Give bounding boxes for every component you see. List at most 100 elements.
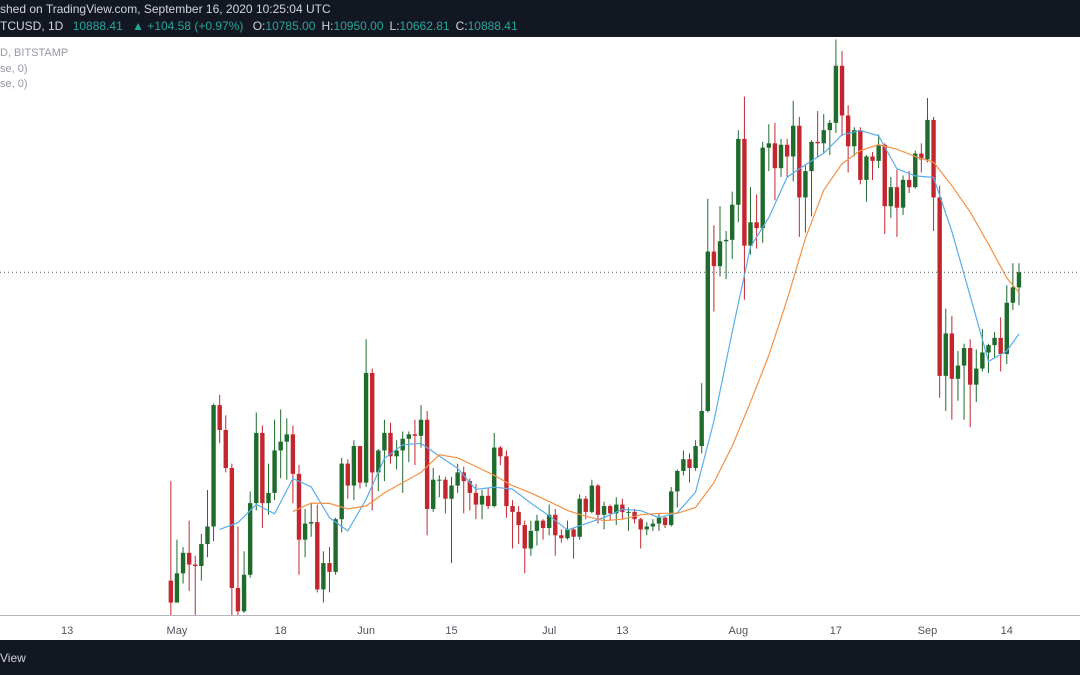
candle-body	[516, 511, 521, 526]
candle-body	[217, 405, 222, 430]
x-tick-label: Sep	[918, 625, 938, 637]
candle-body	[577, 498, 582, 537]
symbol: TCUSD, 1D	[0, 19, 64, 33]
candle-body	[431, 479, 436, 509]
x-tick-label: Aug	[729, 625, 749, 637]
published-line: shed on TradingView.com, September 16, 2…	[0, 2, 331, 16]
candle-body	[760, 147, 765, 229]
candle-body	[260, 432, 265, 504]
candle-body	[650, 523, 656, 527]
candle-body	[730, 204, 735, 240]
moving-average-line	[219, 129, 1020, 532]
x-tick-label: 17	[830, 625, 842, 637]
candle-body	[754, 222, 759, 229]
candle-body	[809, 141, 814, 172]
candle-body	[644, 526, 649, 530]
candle-body	[906, 179, 912, 188]
candle-body	[791, 125, 796, 157]
candle-body	[797, 125, 802, 198]
candle-body	[241, 574, 247, 612]
candle-body	[388, 432, 393, 457]
candle-body	[986, 345, 991, 353]
candle-body	[632, 511, 637, 520]
candle-body	[370, 372, 375, 473]
chart: D, BITSTAMP 13 May 18 Jun 15 Jul 13 Aug 17 Sep 14 s…	[0, 39, 1080, 637]
candle-body	[467, 481, 473, 493]
candle-body	[589, 485, 595, 512]
candle-body	[888, 187, 894, 207]
candle-body	[705, 251, 710, 411]
candle-body	[211, 405, 216, 527]
candle-body	[376, 450, 381, 473]
candle-body	[833, 65, 839, 123]
candle-body	[784, 144, 790, 157]
footer-bar: View	[0, 640, 1080, 675]
candle-body	[742, 138, 747, 246]
x-tick-label: 13	[61, 625, 73, 637]
candle-body	[406, 434, 412, 439]
candle-body	[345, 463, 350, 486]
candle-body	[583, 498, 588, 512]
candle-body	[925, 119, 930, 160]
candle-body	[321, 563, 326, 590]
candle-body	[955, 365, 961, 379]
candle-body	[528, 530, 534, 549]
candle-body	[919, 153, 924, 160]
candle-body	[699, 410, 704, 447]
candle-body	[711, 251, 717, 267]
candle-body	[821, 130, 826, 144]
candle-body	[479, 495, 485, 505]
candle-body	[412, 434, 418, 436]
candle-body	[1016, 272, 1022, 288]
legend-entry: se, 0)	[0, 78, 28, 90]
ohlc-value: 10950.00	[333, 19, 384, 33]
candle-body	[193, 564, 198, 567]
candle-body	[424, 419, 430, 509]
candle-body	[382, 432, 387, 451]
x-tick-label: Jun	[357, 625, 375, 637]
candle-body	[913, 153, 918, 188]
candle-body	[980, 352, 985, 369]
candle-body	[931, 119, 936, 198]
candle-body	[595, 485, 601, 515]
candle-body	[870, 156, 875, 161]
candle-body	[882, 144, 887, 207]
candle-body	[723, 239, 729, 242]
candle-body	[278, 441, 283, 451]
candle-body	[967, 348, 973, 385]
candle-body	[681, 459, 686, 471]
price-change: ▲ +104.58 (+0.97%)	[132, 19, 244, 33]
candle-body	[565, 529, 570, 539]
candle-body	[998, 337, 1003, 354]
candle-body	[900, 179, 906, 208]
candle-body	[815, 141, 820, 144]
ohlc-key: H:	[321, 19, 334, 33]
candle-body	[974, 368, 979, 385]
candle-body	[626, 511, 631, 513]
candle-body	[461, 472, 466, 482]
candle-body	[327, 563, 332, 572]
candle-body	[199, 544, 204, 567]
chart-subtitle: D, BITSTAMP	[0, 47, 68, 59]
header-bar: shed on TradingView.com, September 16, 2…	[0, 0, 1080, 37]
moving-average-line	[292, 144, 1020, 522]
candle-body	[614, 504, 619, 514]
candle-body	[235, 587, 241, 612]
candle-body	[473, 492, 479, 505]
candle-body	[339, 463, 344, 520]
candle-body	[736, 138, 741, 205]
candle-body	[498, 447, 503, 457]
x-tick-label: 15	[445, 625, 457, 637]
candle-body	[223, 429, 228, 469]
x-tick-label: May	[167, 625, 188, 637]
candle-body	[687, 459, 692, 469]
candle-body	[205, 526, 210, 545]
candle-body	[717, 241, 723, 267]
candle-body	[876, 144, 881, 161]
candle-body	[247, 503, 253, 575]
candle-body	[992, 337, 997, 346]
candle-body	[1004, 302, 1009, 354]
candle-body	[302, 523, 308, 540]
candle-body	[485, 495, 491, 507]
